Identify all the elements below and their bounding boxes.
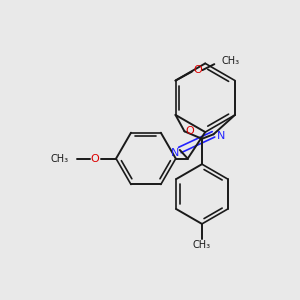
Text: CH₃: CH₃	[193, 240, 211, 250]
Text: N: N	[217, 131, 225, 141]
Text: N: N	[171, 148, 180, 158]
Text: O: O	[193, 65, 202, 75]
Text: O: O	[91, 154, 100, 164]
Text: O: O	[185, 126, 194, 136]
Text: CH₃: CH₃	[222, 56, 240, 66]
Text: CH₃: CH₃	[50, 154, 68, 164]
